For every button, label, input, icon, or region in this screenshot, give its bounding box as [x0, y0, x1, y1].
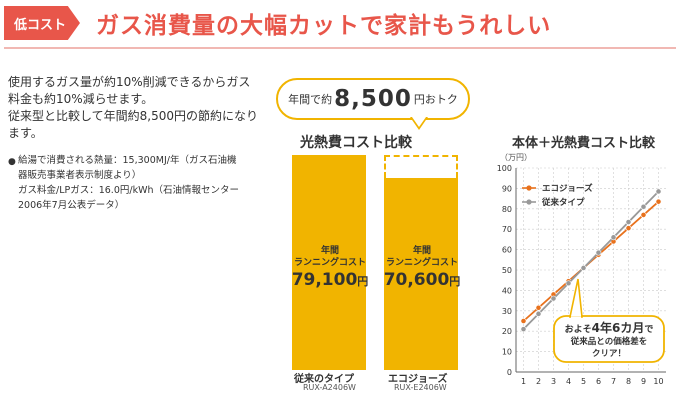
line-chart: （万円） 0 10 20 30 40 50 60 70 80 90 100 1 2 3 4 5 6 7 8 9 10 エコジ… — [497, 153, 666, 386]
x-tick-label: 9 — [641, 377, 646, 386]
x-tick-label: 5 — [581, 377, 586, 386]
data-point — [580, 265, 587, 271]
x-tick-label: 4 — [566, 377, 571, 386]
savings-prefix: 年間で約 — [288, 93, 333, 106]
bar-unit: 円 — [357, 275, 369, 288]
x-tick-label: 6 — [596, 377, 601, 386]
legend-swatch-dot — [526, 185, 532, 191]
data-point — [640, 203, 647, 210]
bar-category-conventional: 従来のタイプ — [294, 374, 354, 385]
annotation-line-3: クリア！ — [592, 348, 626, 359]
x-tick-label: 1 — [521, 377, 526, 386]
y-tick-label: 100 — [497, 164, 512, 173]
line-chart-title: 本体＋光熱費コスト比較 — [512, 136, 656, 151]
footnote-line: 器販売事業者表示制度より） — [18, 170, 142, 181]
bar-label-ecojozu: 年間 ランニングコスト 70,600円 — [382, 245, 462, 291]
bar-label-top: 年間 — [320, 246, 339, 256]
bar-unit: 円 — [449, 275, 461, 288]
bar-value: 79,100 — [291, 270, 358, 290]
data-point — [550, 295, 557, 302]
data-point — [625, 225, 632, 232]
y-tick-label: 40 — [502, 286, 512, 295]
savings-suffix: 円おトク — [413, 93, 458, 106]
x-tick-label: 3 — [551, 377, 556, 386]
y-tick-label: 80 — [502, 205, 512, 214]
data-point — [595, 249, 602, 256]
footnote-line: ガス料金/LPガス：16.0円/kWh（石油情報センター — [18, 185, 239, 196]
legend-swatch-dot — [526, 199, 532, 205]
bar-chart-title: 光熱費コスト比較 — [300, 135, 412, 151]
bar-label-conventional: 年間 ランニングコスト 79,100円 — [290, 245, 370, 291]
bar-savings-dashed — [384, 155, 458, 179]
bar-label-top: 年間 — [412, 246, 431, 256]
x-tick-label: 8 — [626, 377, 631, 386]
annotation-pointer — [569, 278, 583, 318]
footnote-line: 2006年7月公表データ） — [18, 200, 125, 211]
y-tick-label: 20 — [502, 327, 512, 336]
y-tick-label: 0 — [507, 368, 512, 377]
bar-model-ecojozu: RUX-E2406W — [394, 383, 447, 392]
data-point — [565, 280, 572, 287]
annotation-line-1: およそ4年6カ月で — [565, 320, 654, 335]
y-tick-label: 30 — [502, 307, 512, 316]
legend-entry: 従来タイプ — [541, 197, 585, 208]
description-line: 従来型と比較して年間約8,500円の節約になり — [8, 109, 258, 123]
y-tick-label: 60 — [502, 246, 512, 255]
y-tick-label: 10 — [502, 348, 512, 357]
data-point — [655, 198, 662, 205]
data-point — [535, 304, 542, 311]
annotation-box — [553, 315, 665, 363]
footnote-line: 給湯で消費される熱量：15,300MJ/年（ガス石油機 — [18, 155, 237, 166]
annotation-line-2: 従来品との価格差を — [570, 336, 647, 347]
header-divider — [4, 47, 676, 49]
legend-entry: エコジョーズ — [542, 183, 593, 194]
y-tick-label: 50 — [502, 266, 512, 275]
x-tick-label: 10 — [653, 377, 663, 386]
bar-label-bottom: ランニングコスト — [385, 258, 458, 268]
data-point — [655, 188, 662, 195]
data-point — [520, 326, 527, 333]
y-tick-label: 70 — [502, 225, 512, 234]
annotation-text: 4年6カ月 — [592, 320, 645, 335]
description-line: ます。 — [8, 126, 43, 140]
savings-amount: 8,500 — [334, 86, 412, 112]
bar-ecojozu — [384, 178, 458, 370]
category-badge: 低コスト — [4, 6, 80, 40]
description: 使用するガス量が約10%削減できるからガス 料金も約10%減らせます。 従来型と… — [8, 74, 280, 142]
bullet-icon: ● — [8, 157, 16, 167]
annotation-text: で — [644, 324, 653, 335]
footnote: ● 給湯で消費される熱量：15,300MJ/年（ガス石油機 器販売事業者表示制度… — [8, 153, 278, 213]
y-tick-label: 90 — [502, 184, 512, 193]
description-line: 使用するガス量が約10%削減できるからガス — [8, 75, 251, 89]
bar-model-conventional: RUX-A2406W — [303, 383, 356, 392]
y-axis-label: （万円） — [500, 153, 532, 162]
section-header: 低コスト ガス消費量の大幅カットで家計もうれしい — [0, 0, 680, 50]
savings-bubble: 年間で約 8,500 円おトク — [276, 78, 470, 120]
bar-conventional — [292, 155, 366, 370]
x-tick-label: 2 — [536, 377, 541, 386]
annotation-text: およそ — [565, 324, 592, 335]
data-point — [520, 318, 527, 324]
x-tick-label: 7 — [611, 377, 616, 386]
bar-label-bottom: ランニングコスト — [293, 258, 366, 268]
bar-value: 70,600 — [383, 270, 450, 290]
data-point — [625, 219, 632, 225]
section-title: ガス消費量の大幅カットで家計もうれしい — [96, 13, 552, 39]
description-line: 料金も約10%減らせます。 — [8, 92, 154, 106]
bar-category-ecojozu: エコジョーズ — [388, 374, 448, 385]
bubble-tail-inner — [412, 117, 426, 127]
data-point — [535, 310, 542, 317]
series-line-conventional — [522, 190, 660, 330]
data-point — [640, 212, 647, 218]
data-point — [610, 234, 617, 241]
